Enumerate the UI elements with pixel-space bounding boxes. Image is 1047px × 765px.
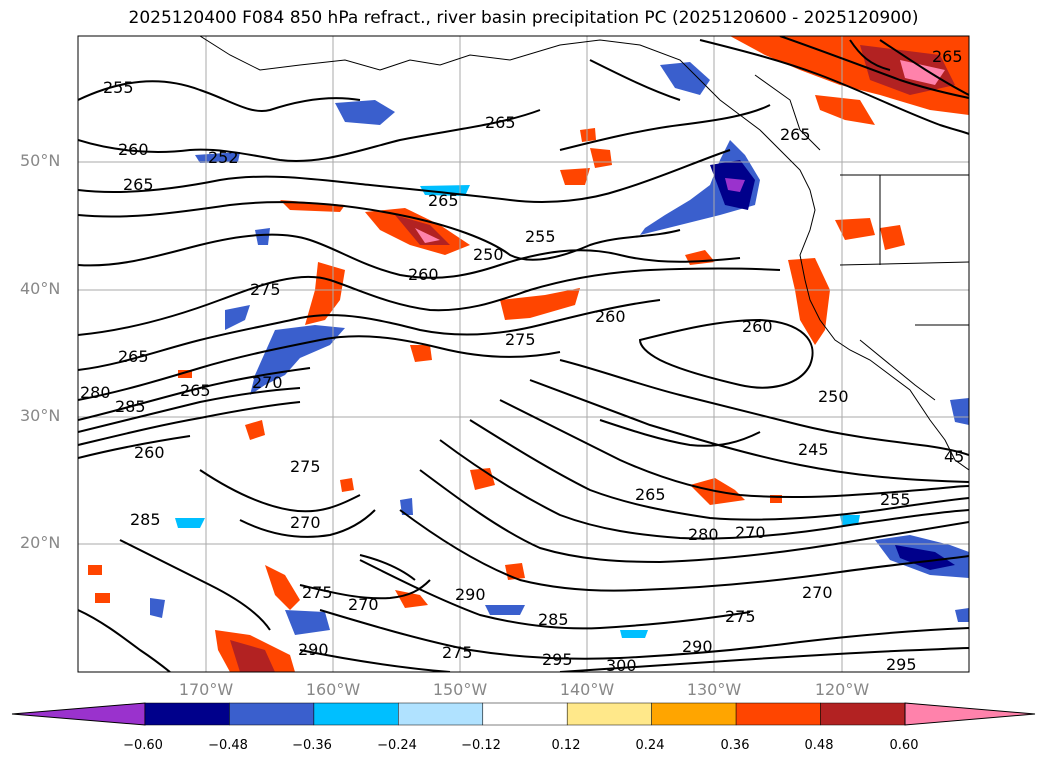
- map-title: 2025120400 F084 850 hPa refract., river …: [128, 8, 919, 28]
- colorbar-tick-label: 0.60: [889, 738, 919, 753]
- contour-label: 280: [688, 525, 719, 544]
- contour-label: 270: [252, 373, 283, 392]
- contour-label: 275: [302, 583, 333, 602]
- contour-label: 265: [428, 191, 459, 210]
- contour-label: 265: [123, 175, 154, 194]
- colorbar-swatch: [651, 702, 737, 726]
- contour-label: 285: [115, 397, 146, 416]
- contour-label: 290: [298, 640, 329, 659]
- contour-label: 270: [348, 595, 379, 614]
- colorbar-swatch: [398, 702, 483, 726]
- contour-label: 260: [134, 443, 165, 462]
- lon-label: 160°W: [305, 680, 361, 699]
- contour-label: 252: [208, 148, 239, 167]
- contour-label: 265: [780, 125, 811, 144]
- colorbar-swatch: [482, 702, 568, 726]
- colorbar-tick-label: 0.12: [551, 738, 581, 753]
- lon-label: 140°W: [559, 680, 615, 699]
- colorbar-tick-label: −0.24: [377, 738, 417, 753]
- contour-label: 280: [80, 383, 111, 402]
- contour-label: 275: [442, 643, 473, 662]
- contour-label: 260: [118, 140, 149, 159]
- contour-label: 295: [886, 655, 917, 674]
- colorbar-swatch: [313, 702, 399, 726]
- lat-label: 20°N: [20, 533, 61, 552]
- colorbar-swatch: [144, 702, 230, 726]
- contour-label: 255: [103, 78, 134, 97]
- contour-label: 260: [742, 317, 773, 336]
- colorbar-tick-label: 0.48: [804, 738, 834, 753]
- colorbar-tick-label: 0.24: [635, 738, 665, 753]
- contour-label: 275: [250, 280, 281, 299]
- colorbar-tick-label: −0.48: [208, 738, 248, 753]
- contour-label: 270: [290, 513, 321, 532]
- refractivity-contours: [78, 36, 969, 672]
- contour-label: 265: [485, 113, 516, 132]
- contour-label: 270: [735, 523, 766, 542]
- colorbar-swatch: [229, 702, 315, 726]
- lon-label: 130°W: [686, 680, 742, 699]
- colorbar-extend-max: [904, 702, 1036, 726]
- precip-patches: [88, 36, 969, 672]
- contour-label: 275: [725, 607, 756, 626]
- contour-label: 275: [290, 457, 321, 476]
- contour-label: 275: [505, 330, 536, 349]
- colorbar-swatch: [566, 702, 652, 726]
- contour-label: 265: [118, 347, 149, 366]
- contour-label: 290: [455, 585, 486, 604]
- lat-label: 40°N: [20, 279, 61, 298]
- contour-label: 260: [408, 265, 439, 284]
- contour-label: 285: [130, 510, 161, 529]
- contour-label: 260: [595, 307, 626, 326]
- colorbar-tick-label: 0.36: [720, 738, 750, 753]
- plot-frame: [77, 35, 970, 673]
- lat-label: 50°N: [20, 151, 61, 170]
- lat-label: 30°N: [20, 406, 61, 425]
- contour-label: 290: [682, 637, 713, 656]
- contour-label: 300: [606, 656, 637, 675]
- contour-label: 265: [635, 485, 666, 504]
- contour-label: 295: [542, 650, 573, 669]
- plot-area: [78, 36, 969, 672]
- coastlines: [199, 36, 969, 471]
- contour-label: 255: [525, 227, 556, 246]
- colorbar-tick-label: −0.12: [461, 738, 501, 753]
- lon-label: 120°W: [814, 680, 870, 699]
- colorbar-tick-label: −0.60: [123, 738, 163, 753]
- lon-label: 150°W: [432, 680, 488, 699]
- colorbar: [11, 702, 1036, 726]
- contour-label: 45: [944, 447, 964, 466]
- contour-label: 245: [798, 440, 829, 459]
- colorbar-extend-min: [11, 702, 146, 726]
- contour-label: 250: [473, 245, 504, 264]
- colorbar-tick-label: −0.36: [292, 738, 332, 753]
- colorbar-swatch: [735, 702, 821, 726]
- lon-label: 170°W: [178, 680, 234, 699]
- contour-label: 265: [932, 47, 963, 66]
- contour-label: 250: [818, 387, 849, 406]
- contour-label-group: 255 265 260 265 252 265 250 255 260 265 …: [80, 47, 964, 675]
- contour-label: 285: [538, 610, 569, 629]
- colorbar-swatch: [820, 702, 906, 726]
- graticule: [78, 36, 969, 672]
- contour-label: 270: [802, 583, 833, 602]
- contour-label: 265: [180, 381, 211, 400]
- contour-label: 255: [880, 490, 911, 509]
